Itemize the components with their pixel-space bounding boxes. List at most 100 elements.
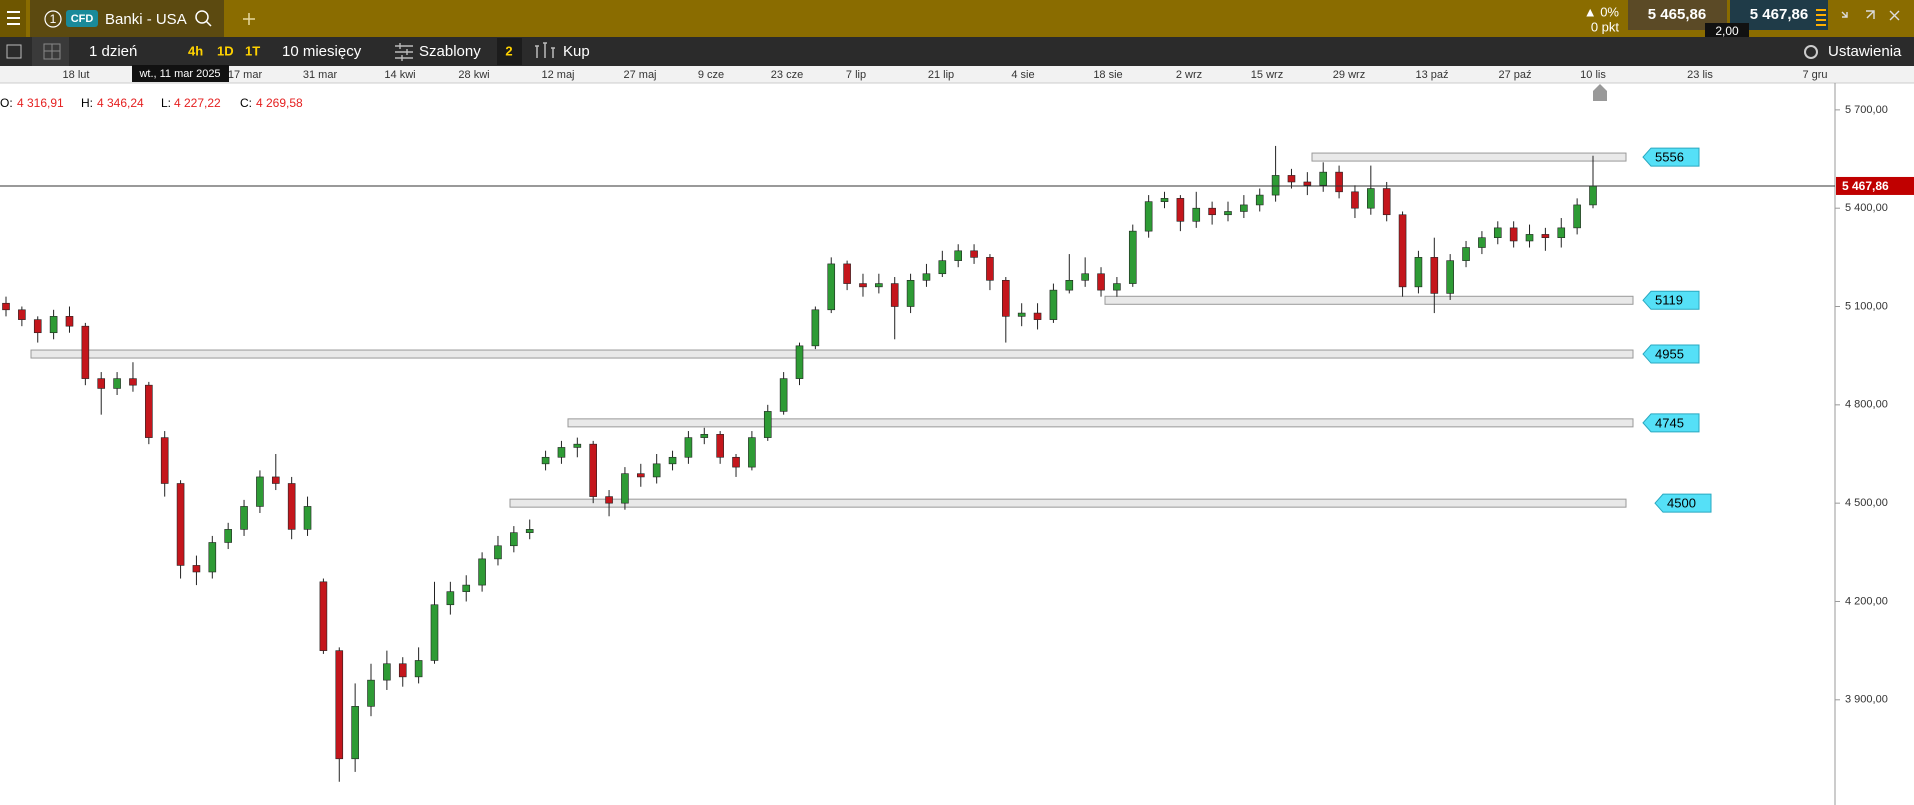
candle-body [716, 434, 724, 458]
candle-body [1065, 279, 1074, 291]
buy[interactable]: Kup [563, 43, 590, 60]
candle-body [684, 437, 693, 458]
candle-body [986, 257, 994, 281]
templates-count-bg [497, 38, 522, 65]
zone-label-bg [1654, 493, 1712, 513]
candle-body [1509, 227, 1518, 242]
templates[interactable]: Szablony [419, 43, 481, 60]
readout-key: C: [240, 96, 252, 110]
change-points: 0 pkt [1591, 19, 1620, 34]
support-zone [509, 498, 1627, 508]
candle-body [763, 411, 772, 438]
tooltip-bg [132, 65, 229, 82]
zone-label-bg [1642, 290, 1700, 310]
zone-label: 5556 [1655, 150, 1684, 165]
candle-body [1493, 227, 1502, 238]
date-label: 23 cze [771, 69, 803, 81]
date-label: 23 lis [1687, 69, 1713, 81]
candle-body [2, 302, 10, 311]
date-label: 29 wrz [1333, 69, 1365, 81]
now-marker [1593, 84, 1607, 101]
candle-body [922, 273, 931, 281]
date-label: 7 lip [846, 69, 866, 81]
date-label: 7 gru [1802, 69, 1827, 81]
candle-body [1271, 175, 1280, 196]
layout-icon[interactable] [6, 44, 22, 59]
candle-body [732, 456, 740, 468]
candle-body [589, 443, 597, 497]
candle-body [1525, 234, 1534, 242]
window-controls[interactable] [1841, 10, 1900, 21]
candle-body [1017, 312, 1026, 317]
date-label: 14 kwi [384, 69, 415, 81]
candle-body [351, 706, 359, 760]
zone-label: 4955 [1655, 346, 1684, 361]
range[interactable]: 10 miesięcy [282, 43, 362, 60]
candle-body [160, 437, 169, 484]
instrument-tab[interactable] [30, 0, 224, 37]
candle-body [129, 378, 137, 386]
support-zone [1311, 152, 1627, 162]
bid-price: 5 465,86 [1648, 6, 1706, 23]
candle-body [700, 434, 709, 438]
candle-body [303, 506, 312, 530]
date-label: 27 paź [1498, 69, 1531, 81]
candle-body [367, 679, 375, 707]
candle-body [510, 532, 518, 547]
date-label: 21 lip [928, 69, 954, 81]
candle-body [1160, 198, 1169, 202]
tf-4h[interactable]: 4h [188, 43, 203, 58]
candle-body [1240, 204, 1248, 212]
candle-body [636, 473, 645, 478]
date-label: 31 mar [303, 69, 338, 81]
templates-count: 2 [505, 43, 512, 58]
candle-body [97, 378, 106, 389]
zone-label: 5119 [1655, 293, 1683, 308]
candle-body [906, 279, 915, 307]
zone-label: 4500 [1667, 496, 1696, 511]
support-zone [30, 349, 1634, 359]
settings[interactable]: Ustawienia [1828, 43, 1902, 60]
candle-body [1255, 194, 1264, 206]
candle-body [668, 456, 677, 465]
add-tab[interactable] [243, 13, 255, 25]
zone-label-bg [1642, 344, 1700, 364]
candle-body [1319, 171, 1328, 186]
candle-body [1224, 211, 1232, 216]
date-label: 15 wrz [1251, 69, 1283, 81]
candle-body [256, 476, 264, 507]
candle-body [525, 529, 534, 533]
y-tick-label: 3 900,00 [1845, 694, 1888, 706]
toolbar [0, 37, 1914, 66]
tab-number-circle [44, 10, 62, 28]
candle-body [1430, 257, 1439, 294]
y-tick-label: 4 500,00 [1845, 497, 1888, 509]
interval[interactable]: 1 dzień [89, 43, 137, 60]
candle-body [795, 345, 804, 379]
candle-body [192, 565, 201, 573]
candle-body [1589, 185, 1597, 206]
search-icon[interactable] [195, 10, 209, 24]
candle-body [383, 663, 391, 681]
date-label: 13 paź [1415, 69, 1448, 81]
candle-body [430, 604, 439, 661]
readout-key: H: [81, 96, 93, 110]
candle-body [1144, 201, 1153, 232]
candle-body [970, 250, 978, 258]
readout-value: 4 346,24 [97, 96, 144, 110]
candle-body [811, 309, 820, 347]
date-label: 18 lut [63, 69, 90, 81]
zone-label-bg [1642, 147, 1700, 167]
tf-1d[interactable]: 1D [217, 43, 234, 58]
candle-body [779, 378, 788, 412]
candle-body [145, 384, 153, 438]
candle-body [81, 325, 90, 379]
candle-body [33, 319, 42, 334]
y-tick-label: 5 400,00 [1845, 202, 1888, 214]
candle-body [446, 591, 455, 606]
tf-1t[interactable]: 1T [245, 43, 260, 58]
date-axis [0, 66, 1914, 83]
candle-body [176, 483, 185, 566]
